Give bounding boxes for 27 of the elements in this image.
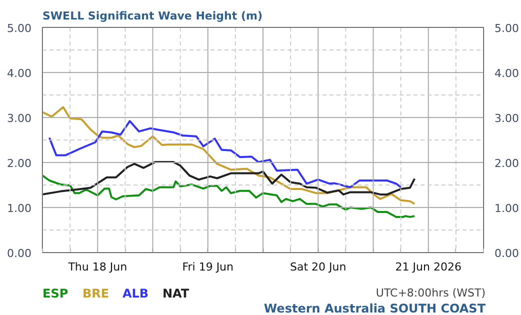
line-series (42, 106, 416, 205)
y-tick-label: 3.00 (7, 112, 32, 125)
text: NAT (162, 286, 190, 300)
y2-tick-label: 2.00 (494, 157, 519, 170)
text: ESP (42, 286, 68, 300)
y-tick-label: 2.00 (7, 157, 32, 170)
x-tick-label: 21 Jun 2026 (395, 260, 462, 274)
y2-tick-label: 5.00 (494, 22, 519, 35)
y-tick-label: 5.00 (7, 22, 32, 35)
text: UTC+8:00hrs (WST) (376, 286, 486, 300)
line-series (48, 120, 402, 188)
y-tick-label: 1.00 (7, 202, 32, 215)
y2-tick-label: 3.00 (494, 112, 519, 125)
x-tick-label: Fri 19 Jun (182, 260, 234, 274)
chart-title: SWELL Significant Wave Height (m) (42, 10, 262, 22)
x-tick-label: Thu 18 Jun (67, 260, 128, 274)
y-tick-label: 0.00 (7, 247, 32, 260)
line-series (42, 174, 416, 218)
y2-tick-label: 1.00 (494, 202, 519, 215)
line-series (42, 161, 416, 196)
y2-tick-label: 4.00 (494, 67, 519, 80)
text: ALB (122, 286, 149, 300)
x-tick-label: Sat 20 Jun (290, 260, 346, 274)
text: BRE (82, 286, 110, 300)
y2-tick-label: 0.00 (494, 247, 519, 260)
y-tick-label: 4.00 (7, 67, 32, 80)
text: Western Australia SOUTH COAST (264, 302, 486, 315)
